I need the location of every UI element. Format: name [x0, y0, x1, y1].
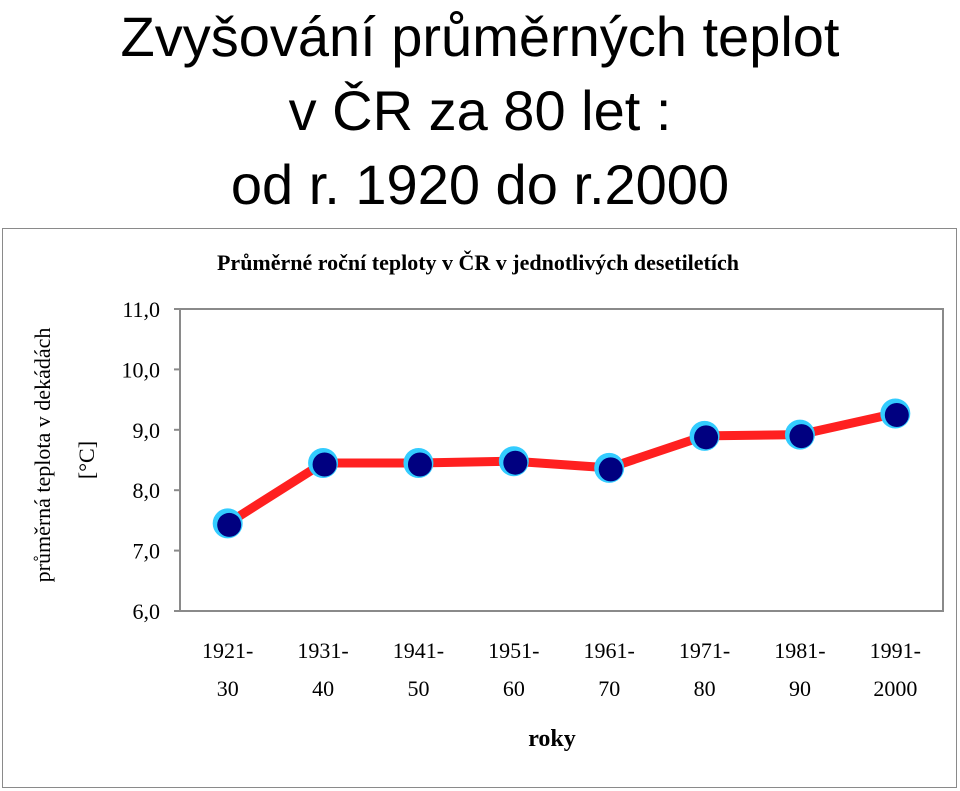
x-tick-label: 1991-2000 — [870, 638, 921, 701]
slide-title-line-1: Zvyšování průměrných teplot — [120, 5, 840, 68]
x-axis-ticks: 1921-30 1931-40 1941-50 1951-60 1961-70 1971-… — [202, 638, 921, 701]
x-tick-label: 1941-50 — [393, 638, 444, 701]
y-tick-label: 9,0 — [133, 418, 161, 443]
data-point — [594, 452, 625, 483]
data-point — [784, 419, 815, 450]
data-point — [880, 398, 911, 429]
data-point — [498, 446, 529, 477]
data-point — [403, 448, 434, 479]
data-point — [689, 420, 720, 451]
plot-area — [179, 308, 944, 612]
x-tick-label: 1971-80 — [679, 638, 730, 701]
chart-frame — [2, 228, 957, 788]
y-tick-label: 10,0 — [122, 357, 161, 382]
x-tick-label: 1981-90 — [774, 638, 825, 701]
y-tick-label: 7,0 — [133, 539, 161, 564]
y-tick-label: 8,0 — [133, 478, 161, 503]
y-axis-label: průměrná teplota v dekádách — [30, 328, 55, 583]
y-tick-label: 6,0 — [133, 599, 161, 624]
data-point — [212, 508, 243, 539]
x-tick-label: 1961-70 — [584, 638, 635, 701]
slide-title-line-2: v ČR za 80 let : — [288, 79, 672, 142]
x-tick-label: 1951-60 — [488, 638, 539, 701]
series-line — [223, 408, 900, 528]
y-tick-label: 11,0 — [122, 297, 160, 322]
x-tick-label: 1921-30 — [202, 638, 253, 701]
x-axis-label: roky — [528, 726, 576, 752]
series-markers — [212, 398, 911, 539]
slide-title: Zvyšování průměrných teplot v ČR za 80 l… — [0, 0, 960, 222]
chart-title: Průměrné roční teploty v ČR v jednotlivý… — [217, 250, 739, 275]
data-point — [308, 448, 339, 479]
x-tick-label: 1931-40 — [297, 638, 348, 701]
slide-title-line-3: od r. 1920 do r.2000 — [230, 153, 730, 216]
series-polyline — [223, 408, 900, 528]
y-axis-ticks: 6,0 7,0 8,0 9,0 10,0 11,0 — [122, 297, 180, 624]
y-axis-unit: [°C] — [74, 441, 99, 479]
